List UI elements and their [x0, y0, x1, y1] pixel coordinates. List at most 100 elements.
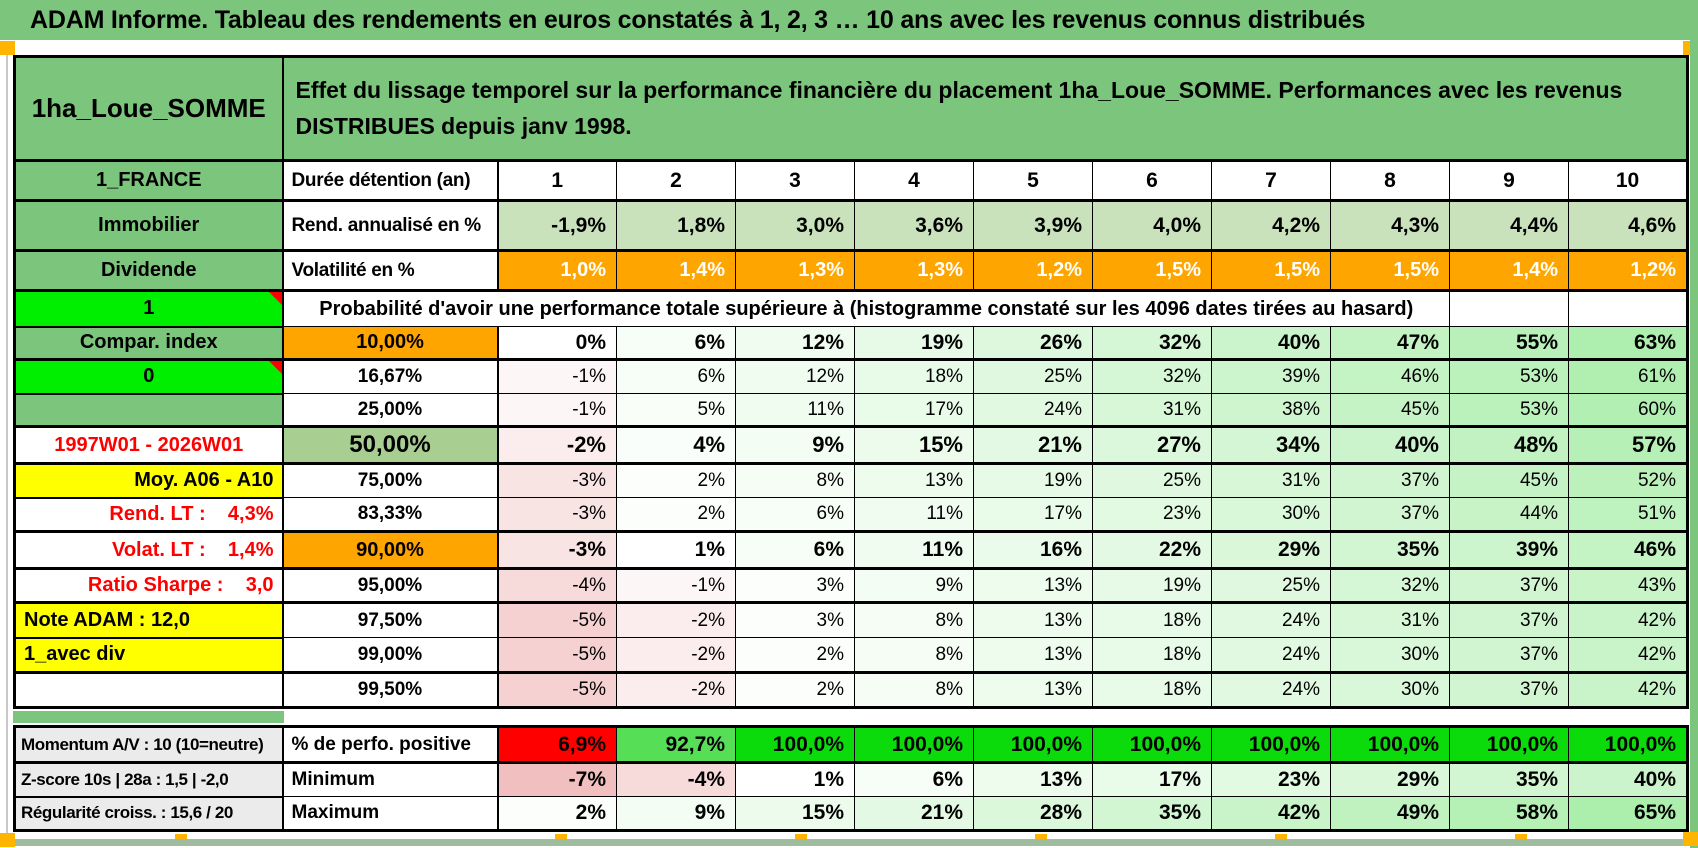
- value-cell: 18%: [1092, 602, 1212, 638]
- value-cell: 1,5%: [1330, 250, 1450, 292]
- bottom-frame: [0, 839, 1698, 846]
- left-label-cell: 1_avec div: [13, 636, 284, 674]
- section-separator: [13, 709, 1689, 725]
- value-cell: 3,9%: [973, 200, 1093, 252]
- value-cell: 1,4%: [1449, 250, 1569, 292]
- value-cell: 53%: [1449, 359, 1569, 394]
- value-cell: 1,5%: [1092, 250, 1212, 292]
- value-cell: 1%: [735, 762, 855, 797]
- value-cell: 100,0%: [735, 726, 855, 764]
- value-cell: 65%: [1568, 796, 1688, 831]
- value-cell: 30%: [1330, 637, 1450, 674]
- threshold-cell: 95,00%: [282, 568, 499, 604]
- value-cell: 29%: [1330, 762, 1450, 797]
- value-cell: 57%: [1568, 425, 1688, 465]
- value-cell: 23%: [1092, 497, 1212, 533]
- threshold-cell: 10,00%: [282, 326, 499, 361]
- value-cell: 39%: [1449, 530, 1569, 570]
- value-cell: 31%: [1330, 602, 1450, 638]
- value-cell: 12%: [735, 326, 855, 361]
- duration-cell: 5: [973, 160, 1093, 202]
- value-cell: 45%: [1449, 463, 1569, 498]
- value-cell: 32%: [1092, 326, 1212, 361]
- value-cell: -2%: [616, 671, 736, 709]
- report-table-main: 1ha_Loue_SOMME Effet du lissage temporel …: [13, 55, 1689, 709]
- value-cell: 6%: [616, 359, 736, 394]
- value-cell: 26%: [973, 326, 1093, 361]
- value-cell: 48%: [1449, 425, 1569, 465]
- value-cell: 45%: [1330, 393, 1450, 428]
- left-label-cell: Volat. LT : 1,4%: [13, 530, 284, 570]
- bottom-dash-mark: [795, 834, 807, 839]
- value-cell: -1%: [616, 568, 736, 604]
- value-cell: 40%: [1211, 326, 1331, 361]
- threshold-cell: 50,00%: [282, 425, 499, 465]
- value-cell: 3%: [735, 602, 855, 638]
- value-cell: 100,0%: [1568, 726, 1688, 764]
- value-cell: 24%: [1211, 637, 1331, 674]
- left-label-cell: [13, 392, 284, 428]
- bottom-dash-mark: [1275, 834, 1287, 839]
- value-cell: 31%: [1211, 463, 1331, 498]
- value-cell: 3%: [735, 568, 855, 604]
- value-cell: 13%: [854, 463, 974, 498]
- value-cell: 17%: [973, 497, 1093, 533]
- row-label-cell: Minimum: [282, 762, 499, 797]
- value-cell: 40%: [1568, 762, 1688, 797]
- value-cell: 6%: [616, 326, 736, 361]
- comment-marker: [268, 292, 281, 305]
- threshold-cell: 90,00%: [282, 530, 499, 570]
- value-cell: 13%: [973, 762, 1093, 797]
- value-cell: 11%: [854, 530, 974, 570]
- value-cell: 60%: [1568, 393, 1688, 428]
- report-table-summary: Momentum A/V : 10 (10=neutre)% de perfo.…: [13, 725, 1689, 832]
- green-strip: [13, 711, 284, 723]
- value-cell: 37%: [1449, 637, 1569, 674]
- value-cell: -2%: [497, 425, 617, 465]
- left-label-cell: Compar. index: [13, 325, 284, 361]
- threshold-cell: 99,50%: [282, 671, 499, 709]
- value-cell: 11%: [854, 497, 974, 533]
- value-cell: 9%: [616, 796, 736, 831]
- corner-mark-bottom-right: [1683, 832, 1698, 846]
- left-label-cell: 1_FRANCE: [13, 159, 284, 202]
- threshold-cell: 97,50%: [282, 602, 499, 638]
- value-cell: 39%: [1211, 359, 1331, 394]
- value-cell: -5%: [497, 602, 617, 638]
- value-cell: 43%: [1568, 568, 1688, 604]
- value-cell: 17%: [854, 393, 974, 428]
- row-label-cell: Rend. annualisé en %: [282, 200, 499, 252]
- value-cell: 28%: [973, 796, 1093, 831]
- value-cell: 38%: [1211, 393, 1331, 428]
- value-cell: 8%: [854, 671, 974, 709]
- value-cell: 30%: [1211, 497, 1331, 533]
- bottom-dash-mark: [1515, 834, 1527, 839]
- value-cell: 47%: [1330, 326, 1450, 361]
- value-cell: 100,0%: [973, 726, 1093, 764]
- threshold-cell: 75,00%: [282, 463, 499, 498]
- value-cell: -3%: [497, 530, 617, 570]
- value-cell: 30%: [1330, 671, 1450, 709]
- left-label-cell: 0: [13, 358, 284, 395]
- value-cell: 42%: [1568, 637, 1688, 674]
- page-title: ADAM Informe. Tableau des rendements en …: [30, 5, 1366, 34]
- report-area: 1ha_Loue_SOMME Effet du lissage temporel …: [13, 55, 1689, 832]
- value-cell: 13%: [973, 602, 1093, 638]
- value-cell: 6,9%: [497, 726, 617, 764]
- left-label-cell: Momentum A/V : 10 (10=neutre): [13, 725, 284, 764]
- empty-cell: [1449, 290, 1569, 327]
- value-cell: 53%: [1449, 393, 1569, 428]
- value-cell: 4%: [616, 425, 736, 465]
- comment-marker: [268, 361, 281, 374]
- value-cell: 51%: [1568, 497, 1688, 533]
- value-cell: 8%: [854, 637, 974, 674]
- value-cell: 1,2%: [973, 250, 1093, 292]
- value-cell: 13%: [973, 568, 1093, 604]
- value-cell: 24%: [1211, 671, 1331, 709]
- value-cell: 34%: [1211, 425, 1331, 465]
- value-cell: 37%: [1449, 568, 1569, 604]
- corner-mark-bottom-left: [0, 833, 15, 847]
- value-cell: 2%: [497, 796, 617, 831]
- value-cell: 4,4%: [1449, 200, 1569, 252]
- threshold-cell: 99,00%: [282, 637, 499, 674]
